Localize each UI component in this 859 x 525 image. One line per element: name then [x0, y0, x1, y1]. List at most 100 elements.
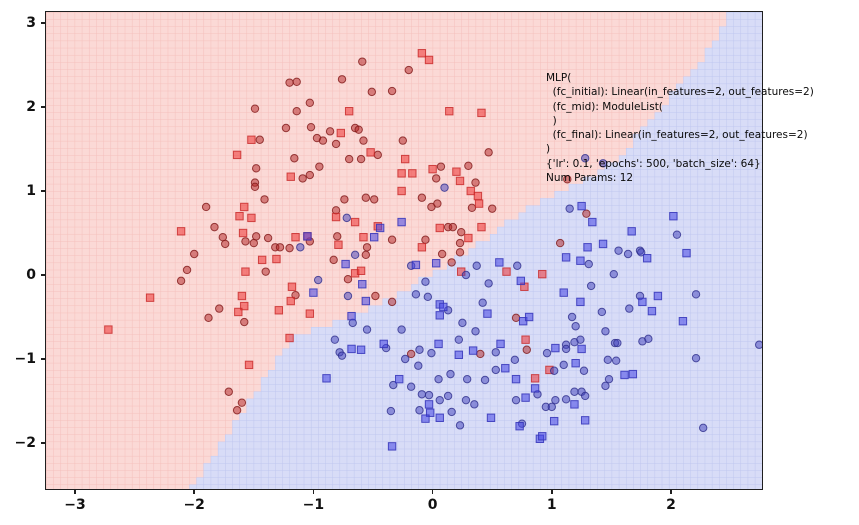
red-circles-point — [387, 297, 397, 307]
blue-circles-point — [603, 355, 613, 365]
red-circles-point — [260, 195, 269, 204]
annotation-line: ) — [546, 143, 551, 156]
red-circles-point — [511, 313, 521, 323]
y-tick-mark — [41, 22, 45, 24]
blue-squares-point — [395, 374, 404, 384]
red-circles-point — [369, 195, 379, 204]
blue-circles-point — [623, 249, 633, 259]
blue-squares-point — [580, 416, 590, 425]
red-squares-point — [417, 49, 427, 58]
red-squares-point — [502, 267, 511, 276]
red-circles-point — [210, 222, 219, 232]
y-tick-mark — [41, 106, 45, 108]
blue-class-region — [189, 12, 762, 489]
blue-circles-point — [478, 298, 487, 307]
red-squares-point — [240, 301, 249, 311]
red-circles-point — [240, 317, 249, 327]
x-tick-label: −3 — [64, 497, 86, 513]
blue-circles-point — [698, 423, 708, 433]
blue-circles-point — [472, 261, 481, 270]
x-tick-mark — [551, 490, 553, 494]
x-tick-mark — [193, 490, 195, 494]
blue-squares-point — [642, 254, 652, 263]
blue-squares-point — [347, 311, 356, 321]
red-squares-point — [435, 223, 444, 233]
red-circles-point — [292, 107, 301, 116]
x-tick-label: 0 — [427, 497, 438, 513]
blue-squares-point — [521, 393, 530, 402]
red-circles-point — [488, 204, 497, 213]
blue-circles-point — [443, 391, 453, 401]
blue-squares-point — [424, 400, 434, 409]
blue-circles-point — [446, 369, 455, 379]
blue-squares-point — [426, 408, 435, 417]
red-circles-point — [343, 275, 353, 284]
red-circles-point — [337, 75, 347, 84]
blue-squares-point — [530, 384, 540, 393]
red-squares-point — [334, 240, 343, 249]
y-tick-mark — [41, 442, 45, 444]
blue-circles-point — [337, 351, 347, 360]
blue-circles-point — [471, 327, 480, 336]
red-squares-point — [356, 266, 366, 276]
red-circles-point — [387, 235, 397, 244]
red-squares-point — [417, 243, 427, 252]
red-circles-point — [361, 193, 371, 202]
x-tick-mark — [670, 490, 672, 494]
blue-circles-point — [604, 374, 614, 384]
blue-circles-point — [491, 348, 500, 357]
red-circles-point — [201, 202, 211, 212]
blue-squares-point — [518, 317, 528, 326]
red-circles-point — [455, 238, 465, 248]
blue-circles-point — [462, 374, 472, 384]
blue-squares-point — [468, 346, 478, 355]
red-circles-point — [457, 227, 466, 237]
blue-circles-point — [559, 360, 568, 370]
blue-circles-point — [440, 183, 449, 192]
red-squares-point — [366, 148, 375, 157]
annotation-line: {'lr': 0.1, 'epochs': 500, 'batch_size':… — [546, 157, 761, 170]
blue-circles-point — [542, 348, 552, 358]
red-squares-point — [257, 255, 267, 265]
blue-squares-point — [538, 432, 547, 441]
red-circles-point — [471, 178, 480, 187]
blue-circles-point — [424, 390, 434, 400]
red-squares-point — [521, 335, 530, 344]
blue-circles-point — [691, 353, 701, 363]
y-tick-mark — [41, 358, 45, 360]
red-squares-point — [238, 228, 248, 238]
red-squares-point — [240, 202, 249, 212]
red-circles-point — [340, 195, 349, 204]
red-circles-point — [329, 255, 338, 265]
red-circles-point — [250, 104, 260, 113]
red-circles-point — [220, 239, 230, 249]
blue-circles-point — [611, 356, 621, 365]
red-circles-point — [176, 276, 186, 286]
blue-circles-point — [576, 335, 585, 344]
blue-squares-point — [511, 374, 521, 384]
blue-circles-point — [571, 322, 580, 331]
blue-circles-point — [511, 395, 521, 405]
red-circles-point — [249, 238, 259, 248]
red-circles-point — [447, 258, 456, 267]
y-tick-label: −1 — [14, 351, 36, 367]
blue-circles-point — [580, 154, 590, 163]
red-squares-point — [305, 309, 315, 318]
blue-circles-point — [480, 375, 490, 385]
red-circles-point — [255, 135, 264, 144]
red-squares-point — [538, 269, 547, 279]
red-circles-point — [250, 182, 260, 192]
annotation-line: MLP( — [546, 72, 572, 84]
red-circles-point — [331, 139, 341, 149]
blue-squares-point — [341, 259, 350, 269]
red-circles-point — [306, 122, 316, 132]
red-circles-point — [292, 77, 301, 87]
blue-circles-point — [551, 395, 560, 405]
blue-circles-point — [484, 279, 493, 288]
red-squares-point — [286, 296, 295, 306]
blue-circles-point — [547, 402, 556, 412]
blue-squares-point — [411, 260, 421, 270]
red-circles-point — [387, 86, 397, 96]
blue-squares-point — [653, 291, 663, 301]
blue-squares-point — [435, 311, 444, 320]
